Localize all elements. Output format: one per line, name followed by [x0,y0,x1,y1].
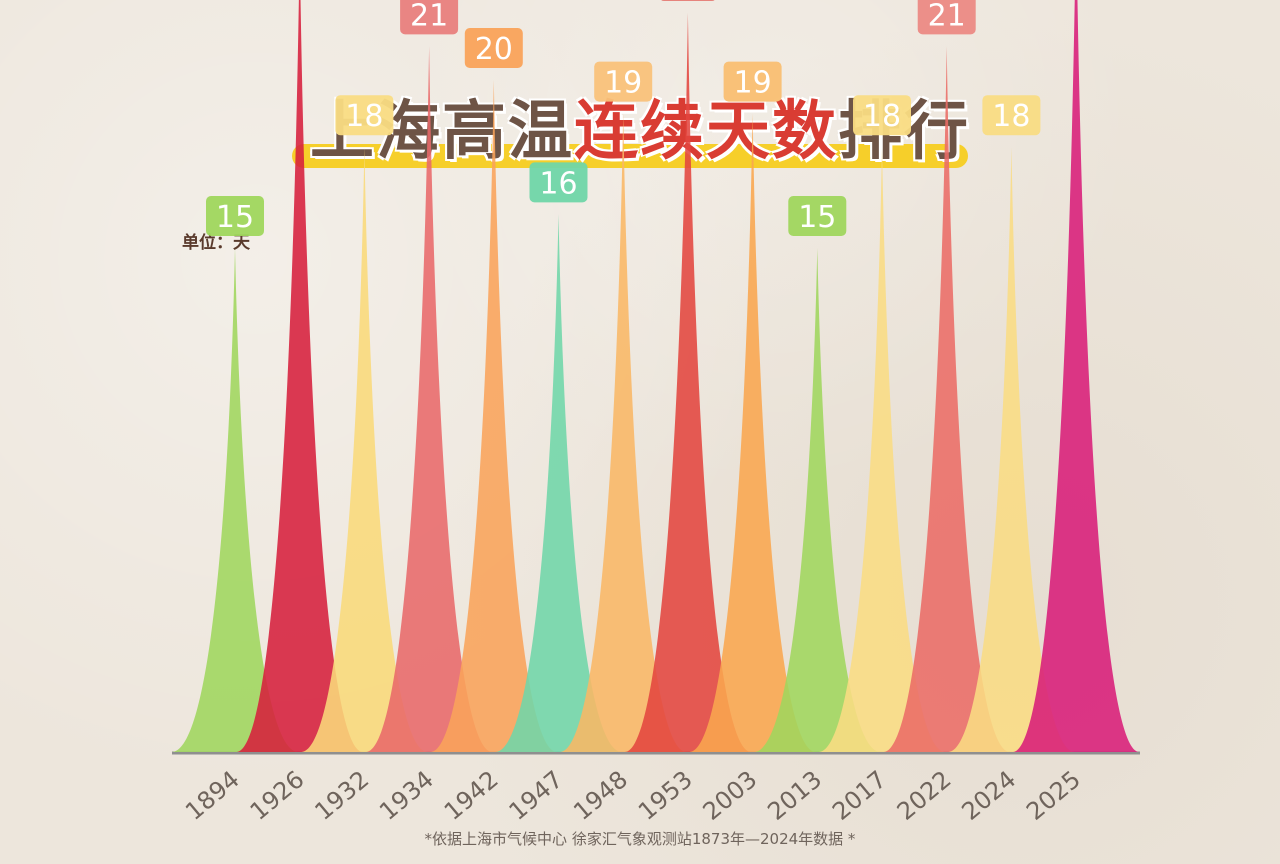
value-badge-1947 [529,162,588,203]
value-label-2003: 19 [734,66,772,101]
value-labels: 1524182120161922191518211825 [206,0,1041,236]
spike-1894 [172,248,298,752]
spike-1942 [430,80,557,752]
value-badge-1932 [335,95,394,136]
value-label-2017: 18 [863,99,901,134]
value-badge-1894 [206,196,264,236]
value-label-1934: 21 [410,0,448,33]
spike-series [172,0,1140,755]
title-part-2: 连续天数 [574,95,838,169]
value-label-1942: 20 [475,32,513,67]
spike-1953 [624,12,751,753]
year-label-2013: 2013 [762,765,827,826]
spike-2013 [754,248,881,752]
value-badge-1934 [400,0,459,35]
value-label-1948: 19 [604,66,642,101]
year-label-1942: 1942 [439,765,504,826]
year-label-2024: 2024 [956,765,1021,826]
value-badge-1942 [464,28,523,68]
year-label-2022: 2022 [892,765,957,826]
year-label-1894: 1894 [180,765,245,826]
value-label-1947: 16 [539,166,577,201]
value-label-2013: 15 [798,200,836,235]
value-label-2024: 18 [992,99,1030,134]
year-label-1934: 1934 [374,765,439,826]
year-label-1926: 1926 [245,765,310,826]
spike-1932 [301,147,428,752]
title-highlight-bar [292,144,968,168]
year-label-2017: 2017 [827,765,892,826]
unit-label: 单位：天 [182,233,250,253]
year-label-2003: 2003 [698,765,763,826]
footnote: *依据上海市气候中心 徐家汇气象观测站1873年—2024年数据 * [424,830,856,848]
spike-2017 [819,147,945,752]
value-badge-2024 [982,95,1041,136]
value-badge-2022 [917,0,976,35]
value-badge-2017 [853,95,911,136]
value-badge-1948 [594,61,653,102]
spike-2025 [1013,0,1140,752]
value-label-1894: 15 [216,200,254,235]
spike-1948 [560,113,687,753]
year-label-1932: 1932 [309,765,374,826]
spike-2022 [883,46,1010,752]
value-label-1932: 18 [345,99,383,134]
value-badge-1953 [661,0,715,1]
value-badge-2013 [788,196,847,236]
spike-2003 [689,113,816,753]
year-label-1948: 1948 [568,765,633,826]
value-label-2022: 21 [928,0,966,33]
year-label-2025: 2025 [1021,765,1086,826]
spike-2024 [948,147,1075,752]
spike-1947 [495,214,622,752]
spike-1934 [366,46,493,752]
year-labels: 1894 1926 1932 1934 1942 1947 1948 1953 2003 2013… [180,765,1086,826]
year-label-1953: 1953 [633,765,698,826]
value-badge-2003 [723,61,782,102]
year-label-1947: 1947 [504,765,569,826]
spike-1926 [236,0,363,752]
